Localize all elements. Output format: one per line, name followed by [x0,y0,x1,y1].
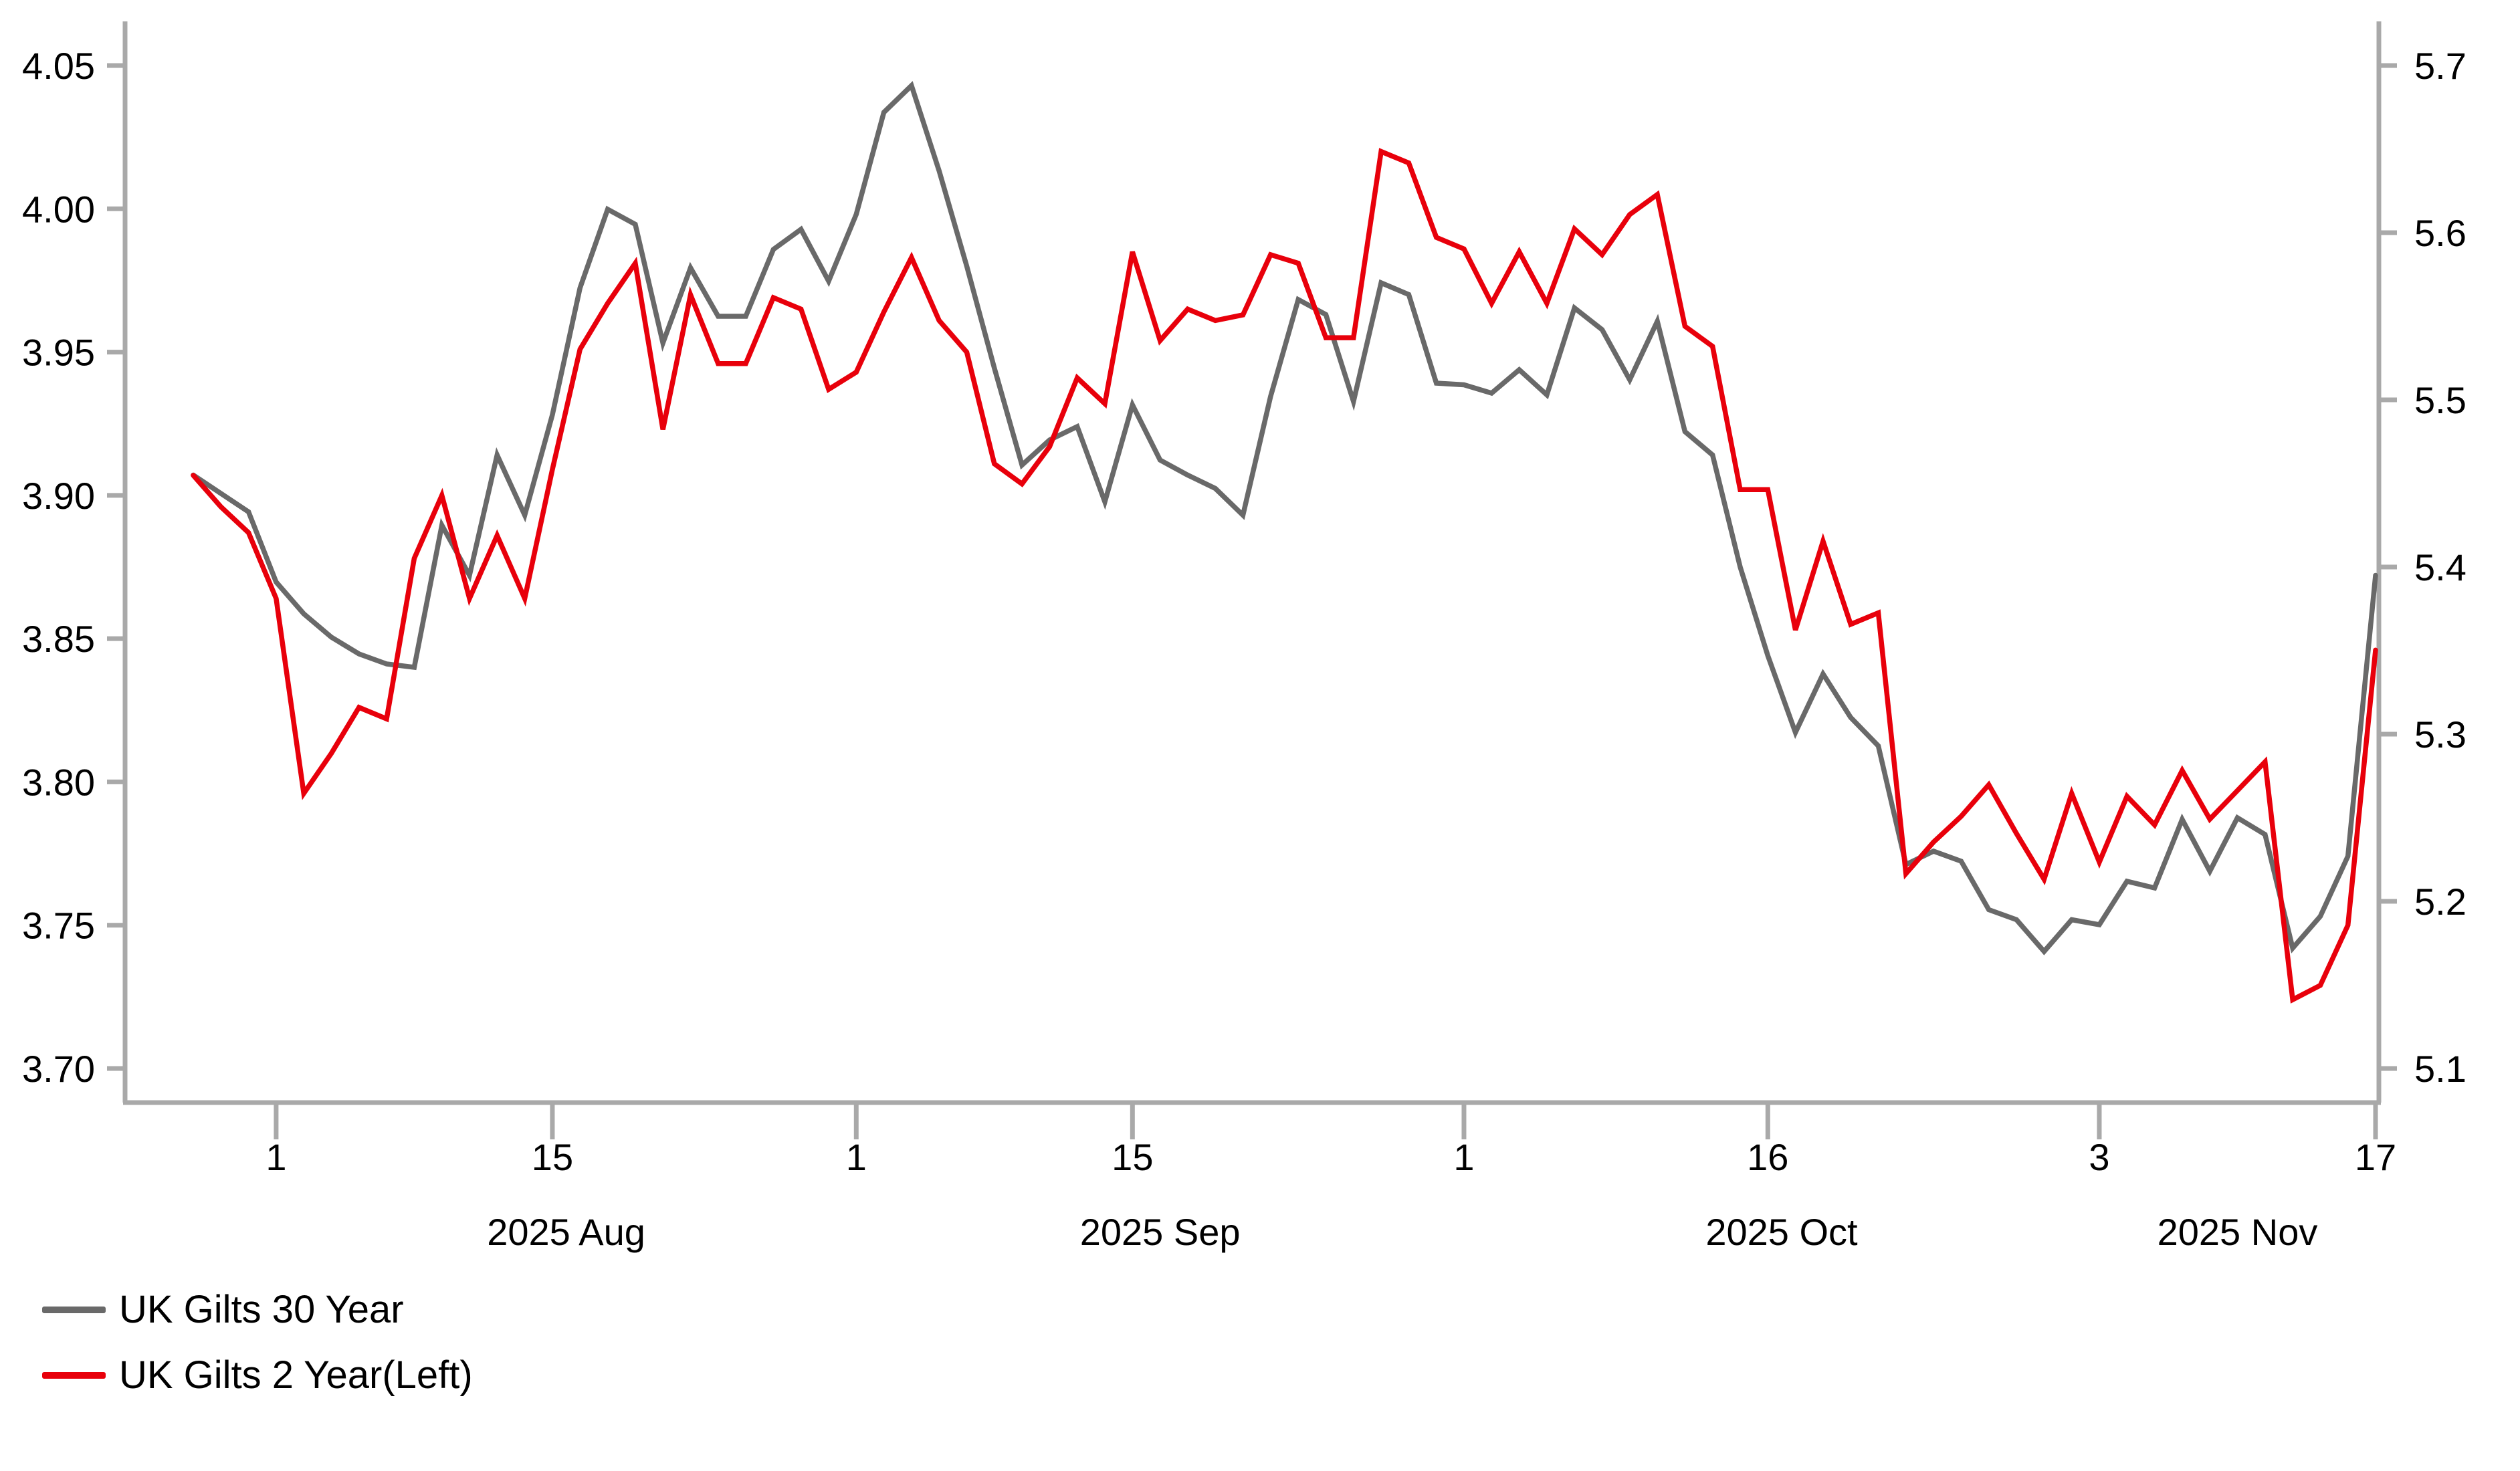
month-label: 2025 Aug [487,1211,645,1253]
series-30y-line[interactable] [191,81,2378,955]
x-axis: 1 15 1 15 1 16 3 17 2025 Aug 2025 Sep 2025 Oct 2025… [123,1100,2396,1253]
y-tick-label-left: 3.80 [22,761,95,803]
y-tick-label-right: 5.3 [2414,713,2466,756]
legend-item-2y[interactable]: UK Gilts 2 Year(Left) [42,1356,473,1395]
x-tick-label: 1 [846,1136,867,1178]
x-tick-label: 15 [532,1136,573,1178]
30y-line-swatch-icon [42,1307,106,1313]
x-tick-label: 15 [1112,1136,1153,1178]
y-tick-label-right: 5.7 [2414,45,2466,87]
series-2y-line[interactable] [191,148,2378,1004]
legend-item-30y[interactable]: UK Gilts 30 Year [42,1290,473,1329]
y-tick-label-right: 5.4 [2414,546,2466,588]
y-tick-label-right: 5.6 [2414,212,2466,254]
y-tick-label-left: 3.85 [22,618,95,660]
x-tick-label: 3 [2089,1136,2109,1178]
y-tick-label-left: 3.70 [22,1048,95,1090]
y-axis-right: 5.7 5.6 5.5 5.4 5.3 5.2 5.1 [2376,21,2466,1103]
x-tick-label: 1 [266,1136,286,1178]
2y-line-swatch-icon [42,1372,106,1379]
y-tick-label-left: 4.05 [22,45,95,87]
y-tick-label-left: 3.75 [22,905,95,947]
month-label: 2025 Nov [2158,1211,2318,1253]
legend-label-30y: UK Gilts 30 Year [119,1288,404,1331]
y-axis-left: 4.05 4.00 3.95 3.90 3.85 3.80 3.75 3.70 [22,21,128,1103]
month-label: 2025 Oct [1705,1211,1858,1253]
x-tick-label: 16 [1747,1136,1788,1178]
x-tick-label: 1 [1453,1136,1474,1178]
y-tick-label-left: 3.95 [22,332,95,374]
plot-area[interactable] [125,21,2379,1103]
y-tick-label-right: 5.1 [2414,1048,2466,1090]
legend: UK Gilts 30 Year UK Gilts 2 Year(Left) [42,1290,473,1395]
y-tick-label-left: 4.00 [22,188,95,230]
legend-label-2y: UK Gilts 2 Year(Left) [119,1353,473,1397]
y-tick-label-left: 3.90 [22,475,95,517]
month-label: 2025 Sep [1080,1211,1241,1253]
y-tick-label-right: 5.5 [2414,379,2466,421]
x-tick-label: 17 [2355,1136,2396,1178]
y-tick-label-right: 5.2 [2414,881,2466,923]
